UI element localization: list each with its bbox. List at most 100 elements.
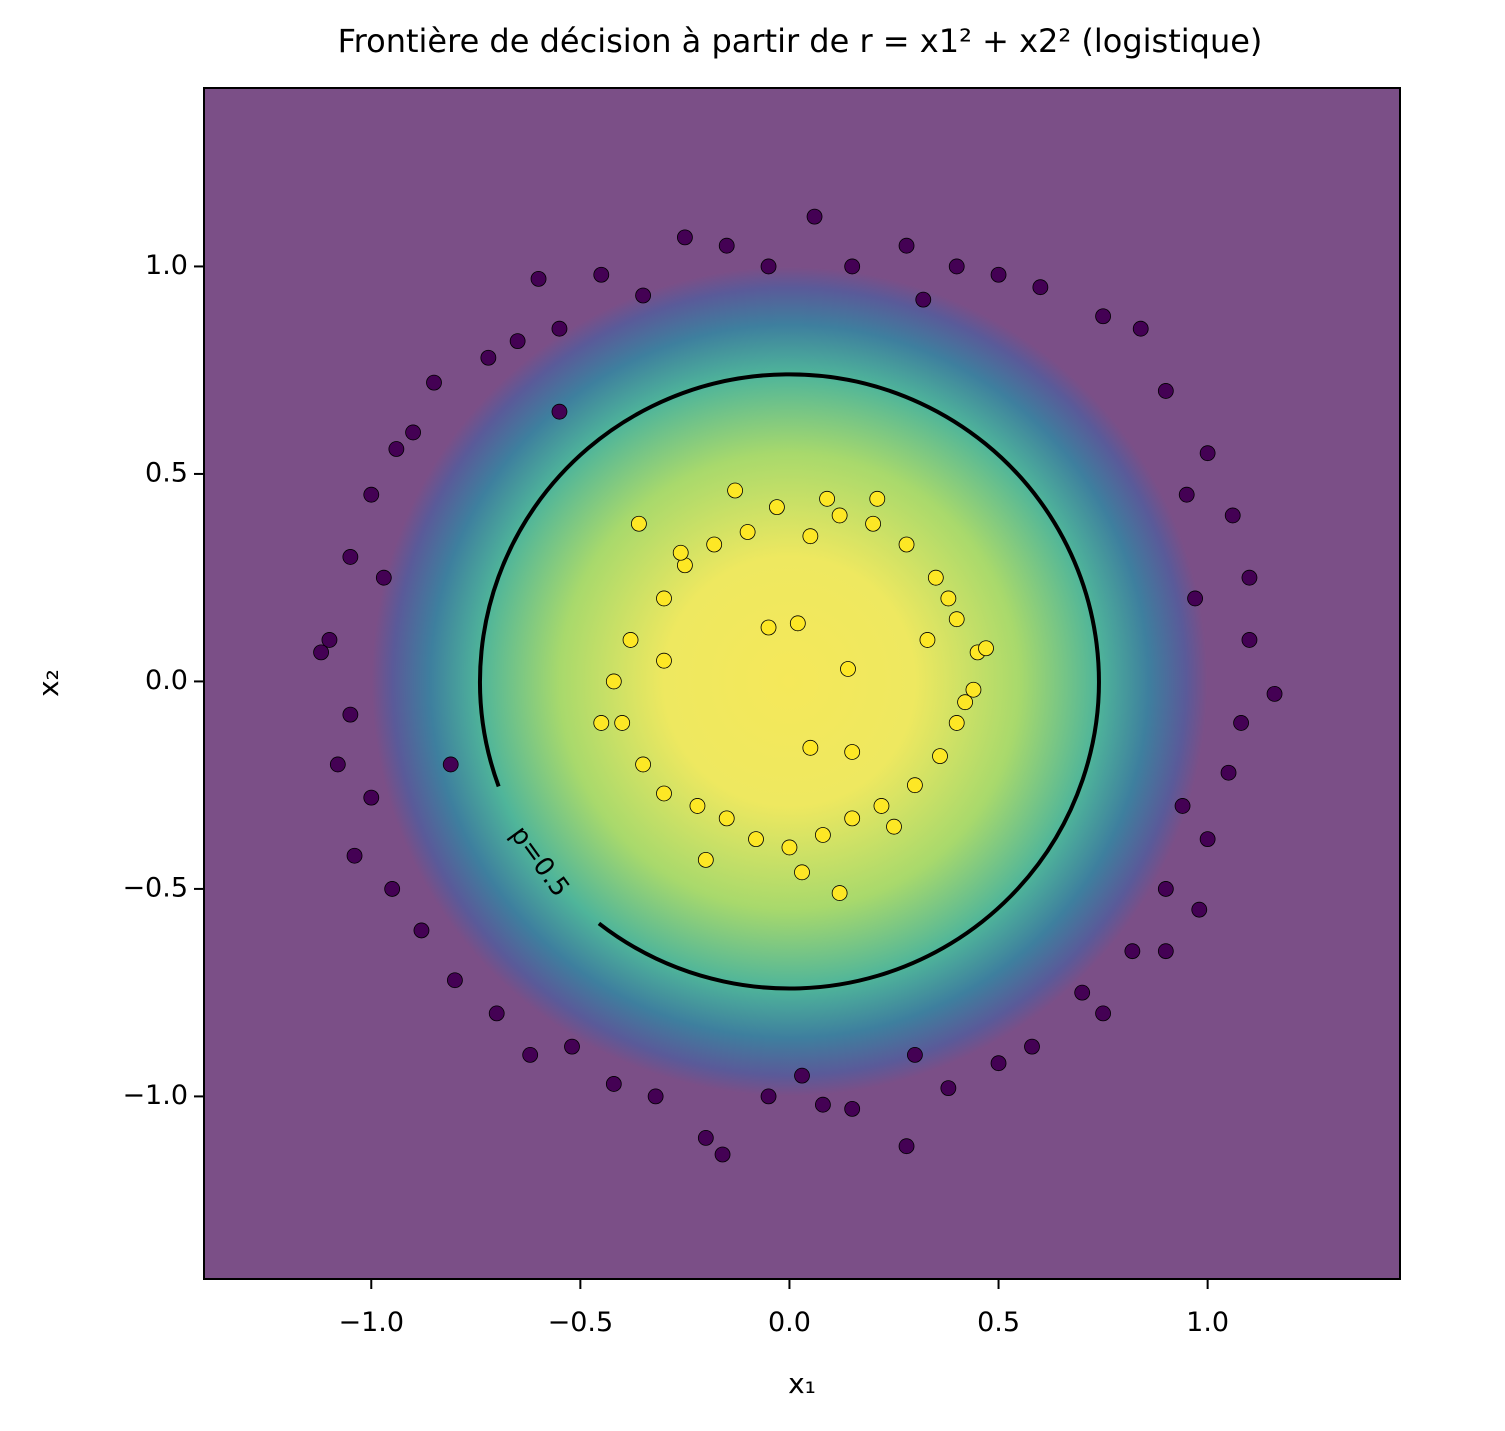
plot-area: p=0.5 (204, 88, 1400, 1279)
data-point (802, 528, 819, 545)
data-point (346, 847, 363, 864)
data-point (1241, 632, 1258, 648)
data-point (656, 590, 672, 607)
y-tick-label: −0.5 (122, 872, 188, 903)
probability-field (371, 266, 1208, 1096)
data-point (915, 291, 932, 308)
data-point (748, 831, 764, 848)
data-point (1220, 764, 1237, 781)
data-point (405, 424, 421, 441)
data-point (488, 1005, 505, 1022)
data-point (948, 258, 965, 275)
data-point (480, 349, 497, 366)
x-tick-label: −1.0 (338, 1307, 404, 1338)
data-point (1199, 445, 1216, 462)
data-point (1178, 486, 1195, 503)
decision-boundary (478, 372, 1101, 991)
data-point (1187, 590, 1203, 607)
data-point (844, 258, 861, 275)
data-point (1191, 901, 1208, 918)
data-point (1157, 383, 1174, 399)
data-point (940, 1080, 957, 1097)
axes-frame (203, 87, 1401, 1280)
data-point (815, 1096, 831, 1113)
data-point (329, 756, 346, 773)
data-point (714, 1146, 731, 1163)
data-point (447, 972, 463, 989)
data-point (844, 1100, 861, 1117)
data-point (990, 1055, 1007, 1072)
data-point (321, 632, 338, 648)
data-point (313, 644, 329, 661)
data-point (530, 270, 547, 287)
data-point (819, 490, 835, 507)
data-point (927, 569, 944, 586)
data-point (948, 715, 965, 731)
data-point (794, 864, 810, 881)
data-point (727, 482, 743, 499)
data-point (442, 756, 459, 773)
data-point (1032, 279, 1049, 296)
data-point (844, 744, 861, 760)
y-tick-label: 0.5 (145, 457, 188, 488)
data-point (919, 632, 936, 648)
data-point (1095, 1005, 1111, 1022)
data-point (672, 544, 689, 561)
data-point (794, 1067, 810, 1084)
data-point (844, 810, 861, 827)
data-point (1266, 685, 1283, 702)
y-axis-label: x₂ (32, 669, 65, 697)
data-point (677, 229, 693, 246)
x-tick-label: 0.5 (977, 1307, 1020, 1338)
data-point (706, 536, 723, 553)
x-tick-label: 1.0 (1186, 1307, 1229, 1338)
data-point (342, 549, 359, 565)
data-point (384, 881, 401, 897)
data-point (593, 715, 610, 731)
data-point (1132, 320, 1149, 337)
x-tick-label: 0.0 (768, 1307, 811, 1338)
data-point (940, 590, 957, 607)
data-point (1074, 984, 1091, 1001)
data-point (739, 524, 756, 540)
data-point (1224, 507, 1241, 524)
data-point (426, 374, 442, 391)
data-point (631, 515, 647, 532)
data-point (1124, 943, 1141, 960)
data-point (522, 1047, 539, 1063)
data-point (635, 287, 651, 304)
data-point (760, 258, 777, 275)
data-point (718, 810, 735, 827)
data-point (605, 673, 622, 690)
data-point (363, 486, 380, 503)
x-axis-label: x₁ (788, 1367, 816, 1400)
chart-title: Frontière de décision à partir de r = x1… (338, 22, 1263, 60)
data-point (509, 333, 526, 350)
data-point (1241, 569, 1258, 586)
x-tick-label: −0.5 (548, 1307, 614, 1338)
data-point (1174, 798, 1191, 814)
data-point (760, 1088, 777, 1105)
data-point (965, 681, 982, 698)
data-point (635, 756, 651, 773)
data-point (898, 536, 915, 553)
data-point (342, 706, 359, 723)
data-point (593, 266, 610, 283)
data-point (789, 615, 806, 632)
data-point (948, 611, 965, 628)
data-point (1233, 715, 1249, 731)
data-point (375, 569, 392, 586)
data-point (718, 237, 735, 254)
data-point (605, 1076, 622, 1092)
data-point (865, 515, 881, 532)
y-tick-label: −1.0 (122, 1080, 188, 1111)
data-point (815, 827, 831, 843)
data-point (647, 1088, 664, 1105)
data-point (898, 1138, 915, 1155)
data-point (622, 632, 639, 648)
data-point (614, 715, 631, 731)
y-tick-label: 1.0 (145, 250, 188, 281)
data-point (831, 507, 848, 524)
data-point (978, 640, 994, 657)
